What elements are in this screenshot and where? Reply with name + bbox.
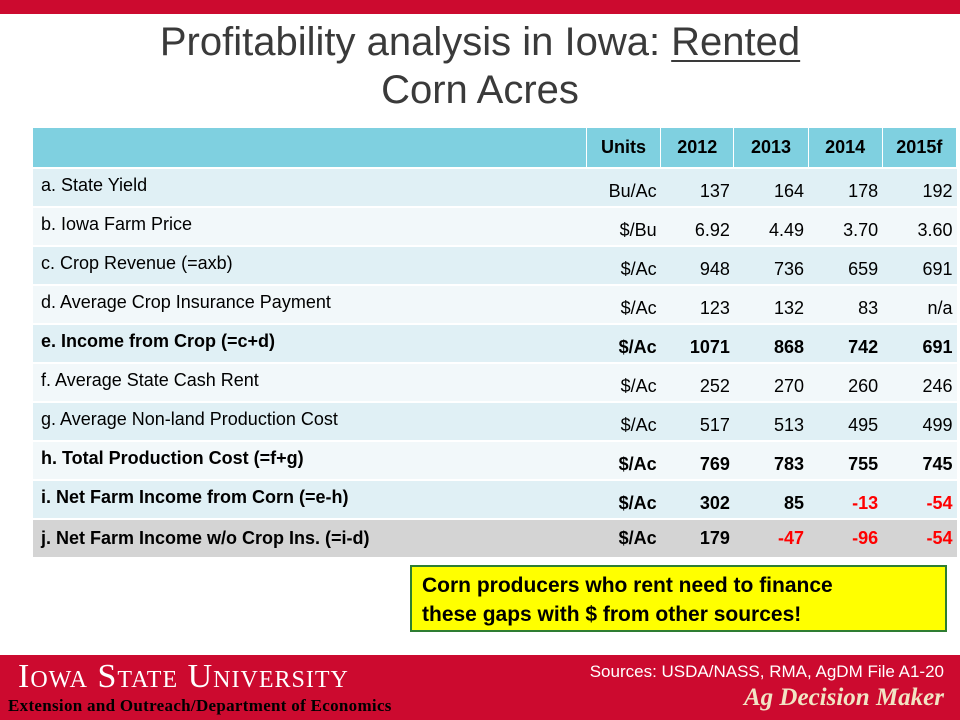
cell-2012: 179 [660, 518, 734, 557]
cell-2012: 137 [660, 167, 734, 207]
cell-2013: 868 [733, 323, 809, 363]
header-item [33, 128, 587, 168]
table-row: j. Net Farm Income w/o Crop Ins. (=i-d) … [33, 518, 957, 557]
profitability-table: Units 2012 2013 2014 2015f a. State Yiel… [33, 128, 958, 557]
table-row: i. Net Farm Income from Corn (=e-h) $/Ac… [33, 479, 957, 519]
cell-2015f: 499 [882, 401, 957, 441]
top-accent-bar [0, 0, 960, 14]
cell-2014: 742 [808, 323, 883, 363]
cell-2014: 178 [808, 167, 883, 207]
cell-2013: 132 [733, 284, 809, 324]
cell-2014: 3.70 [808, 206, 883, 246]
cell-2014: -96 [808, 518, 883, 557]
row-label: c. Crop Revenue (=axb) [33, 245, 587, 285]
cell-2012: 123 [660, 284, 734, 324]
cell-2015f: 246 [882, 362, 957, 402]
header-2014: 2014 [808, 128, 883, 168]
header-2012: 2012 [660, 128, 735, 168]
cell-2013: 164 [733, 167, 809, 207]
row-units: $/Ac [586, 440, 661, 480]
header-2015f: 2015f [882, 128, 958, 168]
title-line2: Corn Acres [381, 68, 579, 112]
cell-2014: 755 [808, 440, 883, 480]
title-main: Profitability analysis in Iowa: [159, 20, 672, 64]
table-row: g. Average Non-land Production Cost $/Ac… [33, 401, 957, 441]
cell-2012: 302 [660, 479, 734, 519]
row-units: $/Ac [586, 323, 661, 363]
cell-2014: 260 [808, 362, 883, 402]
row-units: $/Ac [586, 362, 661, 402]
cell-2013: 736 [733, 245, 809, 285]
cell-2013: 513 [733, 401, 809, 441]
cell-2014: -13 [808, 479, 883, 519]
row-label: b. Iowa Farm Price [33, 206, 587, 246]
row-units: Bu/Ac [586, 167, 661, 207]
title-underlined: Rented [671, 20, 801, 64]
table-row: f. Average State Cash Rent $/Ac 252 270 … [33, 362, 957, 402]
row-label: j. Net Farm Income w/o Crop Ins. (=i-d) [33, 518, 587, 557]
row-label: e. Income from Crop (=c+d) [33, 323, 587, 363]
cell-2013: 85 [733, 479, 809, 519]
table-row: c. Crop Revenue (=axb) $/Ac 948 736 659 … [33, 245, 957, 285]
row-units: $/Ac [586, 401, 661, 441]
row-units: $/Ac [586, 518, 661, 557]
cell-2013: 4.49 [733, 206, 809, 246]
cell-2015f: 192 [882, 167, 957, 207]
header-units: Units [586, 128, 662, 168]
cell-2015f: 745 [882, 440, 957, 480]
row-units: $/Ac [586, 284, 661, 324]
cell-2015f: -54 [882, 518, 957, 557]
row-units: $/Ac [586, 245, 661, 285]
cell-2015f: 691 [882, 245, 957, 285]
cell-2012: 769 [660, 440, 734, 480]
row-label: h. Total Production Cost (=f+g) [33, 440, 587, 480]
cell-2014: 495 [808, 401, 883, 441]
callout-note: Corn producers who rent need to finance … [410, 565, 947, 632]
university-logo: Iowa State University [18, 658, 349, 696]
cell-2012: 517 [660, 401, 734, 441]
cell-2013: 783 [733, 440, 809, 480]
footer-bar [0, 655, 960, 720]
cell-2013: 270 [733, 362, 809, 402]
cell-2014: 83 [808, 284, 883, 324]
cell-2015f: 3.60 [882, 206, 957, 246]
note-line-2: these gaps with $ from other sources! [422, 603, 802, 626]
cell-2015f: 691 [882, 323, 957, 363]
sources-text: Sources: USDA/NASS, RMA, AgDM File A1-20 [589, 662, 944, 681]
cell-2012: 6.92 [660, 206, 734, 246]
row-label: i. Net Farm Income from Corn (=e-h) [33, 479, 587, 519]
cell-2015f: n/a [882, 284, 957, 324]
row-units: $/Ac [586, 479, 661, 519]
row-label: f. Average State Cash Rent [33, 362, 587, 402]
row-label: d. Average Crop Insurance Payment [33, 284, 587, 324]
cell-2012: 948 [660, 245, 734, 285]
table-header-row: Units 2012 2013 2014 2015f [33, 128, 958, 168]
cell-2014: 659 [808, 245, 883, 285]
table-row: e. Income from Crop (=c+d) $/Ac 1071 868… [33, 323, 957, 363]
university-name: Iowa State University [18, 658, 349, 695]
department-text: Extension and Outreach/Department of Eco… [8, 696, 392, 715]
row-label: a. State Yield [33, 167, 587, 207]
note-line-1: Corn producers who rent need to finance [422, 574, 833, 597]
table-row: b. Iowa Farm Price $/Bu 6.92 4.49 3.70 3… [33, 206, 957, 246]
header-2013: 2013 [733, 128, 809, 168]
row-units: $/Bu [586, 206, 661, 246]
table-row: d. Average Crop Insurance Payment $/Ac 1… [33, 284, 957, 324]
ag-decision-maker-logo: Ag Decision Maker [744, 684, 944, 711]
cell-2015f: -54 [882, 479, 957, 519]
table-row: h. Total Production Cost (=f+g) $/Ac 769… [33, 440, 957, 480]
row-label: g. Average Non-land Production Cost [33, 401, 587, 441]
cell-2012: 252 [660, 362, 734, 402]
slide-title: Profitability analysis in Iowa: Rented C… [40, 18, 920, 114]
cell-2012: 1071 [660, 323, 734, 363]
cell-2013: -47 [733, 518, 809, 557]
table-row: a. State Yield Bu/Ac 137 164 178 192 [33, 167, 957, 207]
